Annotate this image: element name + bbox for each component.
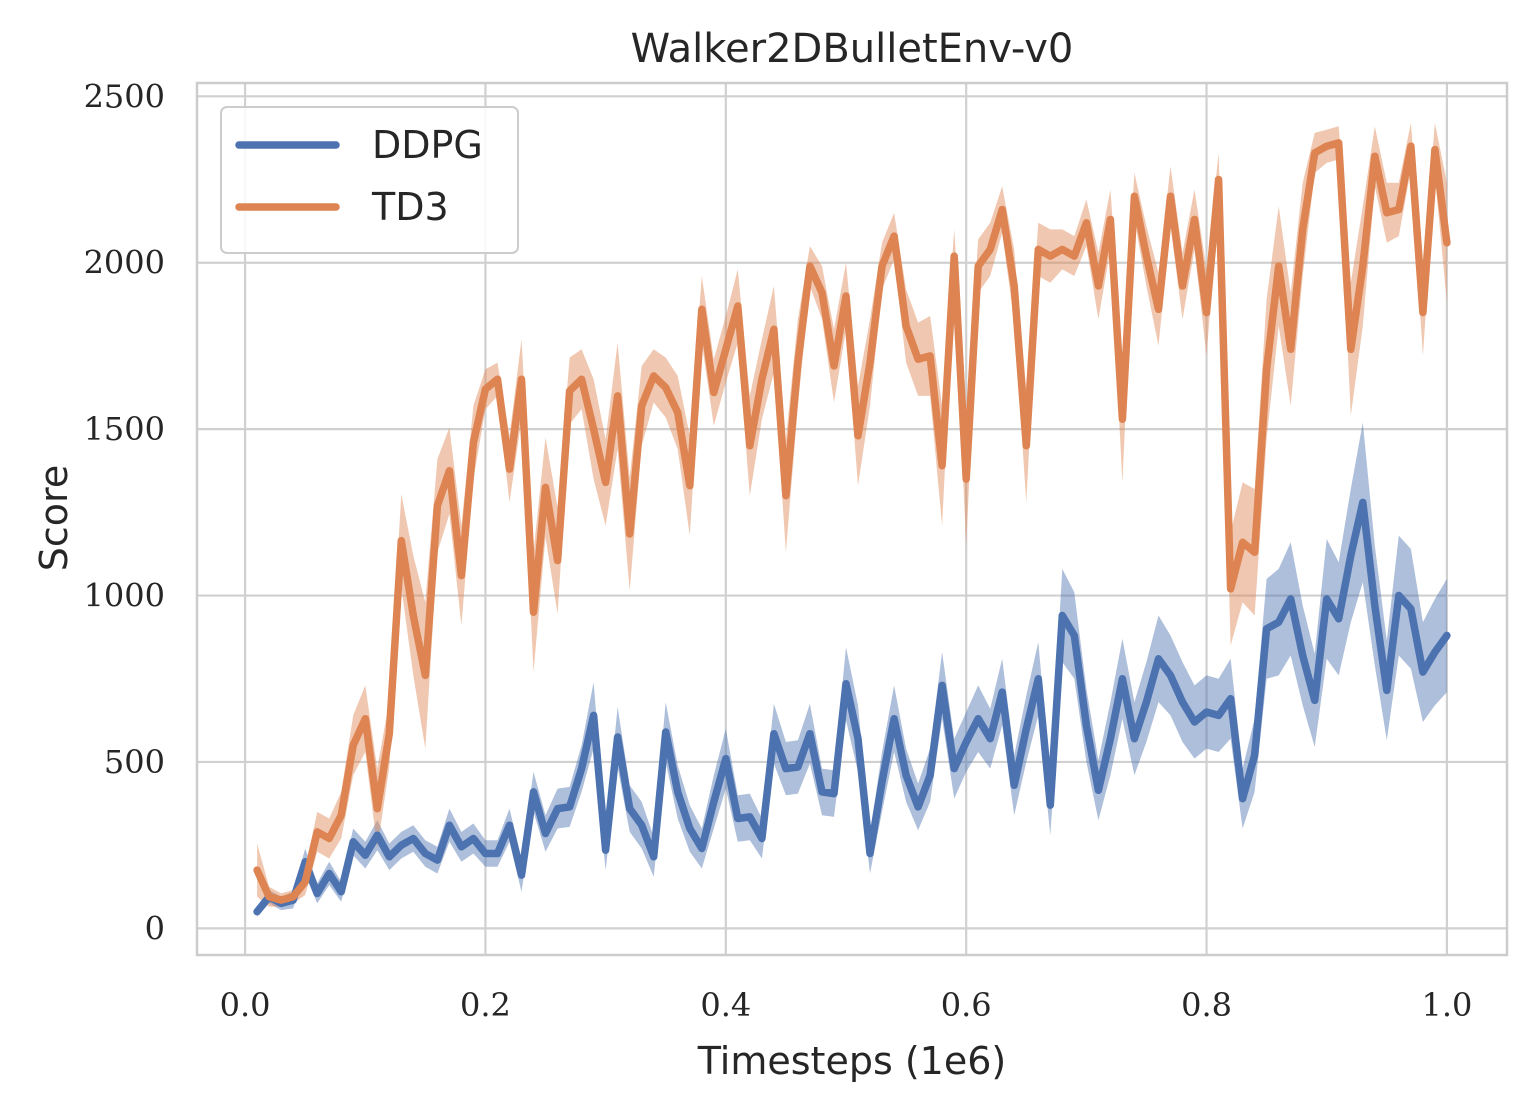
- line-td3: [253, 139, 1451, 904]
- legend: DDPG TD3: [220, 106, 519, 254]
- x-tick-label: 0.0: [220, 986, 271, 1024]
- chart-title: Walker2DBulletEnv-v0: [631, 26, 1074, 72]
- y-tick-labels: 0 500 1000 1500 2000 2500: [84, 77, 165, 947]
- x-axis-label: Timesteps (1e6): [697, 1039, 1006, 1083]
- grid: [197, 83, 1507, 955]
- y-tick-label: 2000: [84, 244, 165, 282]
- x-tick-label: 0.6: [941, 986, 992, 1024]
- y-axis-label: Score: [32, 465, 76, 571]
- y-tick-label: 1500: [84, 410, 165, 448]
- legend-label-td3: TD3: [371, 185, 449, 229]
- x-tick-label: 0.4: [700, 986, 751, 1024]
- x-tick-label: 0.8: [1181, 986, 1232, 1024]
- y-tick-label: 1000: [84, 577, 165, 615]
- confidence-bands: [257, 122, 1447, 917]
- band-td3: [257, 122, 1447, 907]
- x-tick-label: 0.2: [460, 986, 511, 1024]
- y-tick-label: 2500: [84, 77, 165, 115]
- plot-frame: [195, 81, 1509, 957]
- series-lines: [253, 139, 1451, 916]
- x-tick-label: 1.0: [1421, 986, 1472, 1024]
- line-ddpg: [253, 498, 1451, 916]
- y-tick-label: 0: [145, 909, 165, 947]
- legend-label-ddpg: DDPG: [372, 123, 483, 167]
- x-tick-labels: 0.0 0.2 0.4 0.6 0.8 1.0: [220, 986, 1473, 1024]
- y-tick-label: 500: [104, 743, 165, 781]
